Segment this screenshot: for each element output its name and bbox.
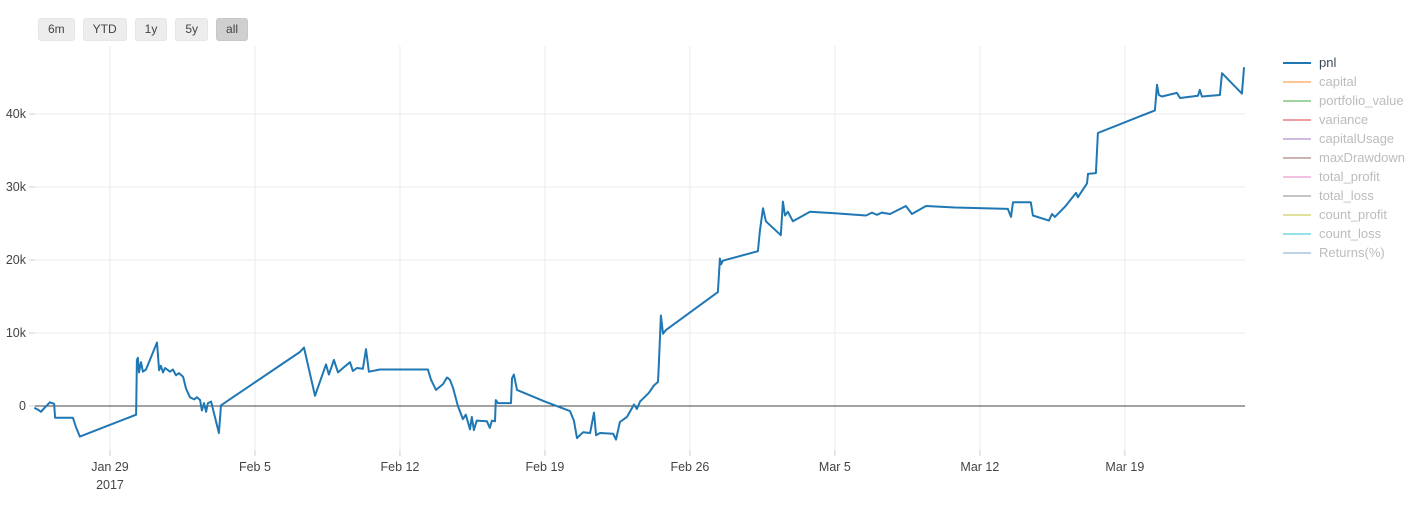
range-button-5y[interactable]: 5y (175, 18, 209, 41)
legend-line-sample (1283, 61, 1311, 64)
range-button-YTD[interactable]: YTD (82, 18, 127, 41)
x-tick-label: Feb 12 (380, 460, 419, 474)
legend-line-sample (1283, 194, 1311, 197)
legend-item-label: capital (1319, 74, 1357, 89)
x-tick-label: Mar 5 (819, 460, 851, 474)
legend-item-label: pnl (1319, 55, 1337, 70)
legend-item-total-loss[interactable]: total_loss (1283, 186, 1405, 205)
legend-line-sample (1283, 137, 1311, 140)
x-tick-label: Feb 5 (239, 460, 271, 474)
legend-line-sample (1283, 175, 1311, 178)
x-tick-sublabel: 2017 (96, 478, 124, 492)
legend-item-label: capitalUsage (1319, 131, 1395, 146)
legend-line-sample (1283, 118, 1311, 121)
gridlines (35, 46, 1245, 450)
range-button-6m[interactable]: 6m (38, 18, 75, 41)
y-tick-label: 30k (6, 180, 27, 194)
legend-item-label: portfolio_value (1319, 93, 1404, 108)
legend-item-variance[interactable]: variance (1283, 110, 1405, 129)
legend-line-sample (1283, 251, 1311, 254)
legend-item-capital[interactable]: capital (1283, 72, 1405, 91)
legend-item-label: maxDrawdown (1319, 150, 1405, 165)
range-selector: 6m YTD 1y 5y all (38, 18, 249, 41)
y-tick-label: 0 (19, 399, 26, 413)
x-tick-label: Feb 19 (525, 460, 564, 474)
legend-item-total-profit[interactable]: total_profit (1283, 167, 1405, 186)
axis-ticks (29, 113, 1126, 456)
legend-item-returns-[interactable]: Returns(%) (1283, 243, 1405, 262)
range-button-1y[interactable]: 1y (134, 18, 168, 41)
x-tick-label: Mar 12 (960, 460, 999, 474)
legend-item-count-loss[interactable]: count_loss (1283, 224, 1405, 243)
legend-line-sample (1283, 99, 1311, 102)
y-tick-label: 20k (6, 253, 27, 267)
y-tick-label: 40k (6, 107, 27, 121)
legend-item-capitalusage[interactable]: capitalUsage (1283, 129, 1405, 148)
legend-item-label: total_loss (1319, 188, 1374, 203)
legend-item-portfolio-value[interactable]: portfolio_value (1283, 91, 1405, 110)
x-tick-label: Jan 29 (91, 460, 129, 474)
legend-item-pnl[interactable]: pnl (1283, 53, 1405, 72)
legend-line-sample (1283, 232, 1311, 235)
legend-item-label: variance (1319, 112, 1369, 127)
range-button-all[interactable]: all (216, 18, 249, 41)
x-tick-label: Mar 19 (1105, 460, 1144, 474)
pnl-series-line (34, 67, 1245, 441)
legend-item-label: Returns(%) (1319, 245, 1385, 260)
legend-item-label: total_profit (1319, 169, 1380, 184)
legend: pnl capital portfolio_value variance capital… (1283, 53, 1405, 262)
y-tick-label: 10k (6, 326, 27, 340)
legend-line-sample (1283, 80, 1311, 83)
legend-item-count-profit[interactable]: count_profit (1283, 205, 1405, 224)
x-tick-label: Feb 26 (670, 460, 709, 474)
legend-item-label: count_profit (1319, 207, 1387, 222)
legend-line-sample (1283, 156, 1311, 159)
legend-line-sample (1283, 213, 1311, 216)
legend-item-label: count_loss (1319, 226, 1382, 241)
legend-item-maxdrawdown[interactable]: maxDrawdown (1283, 148, 1405, 167)
axis-labels: Jan 29 2017 Feb 5 Feb 12 Feb 19 Feb 26 Mar 5 Ma… (6, 107, 1145, 492)
